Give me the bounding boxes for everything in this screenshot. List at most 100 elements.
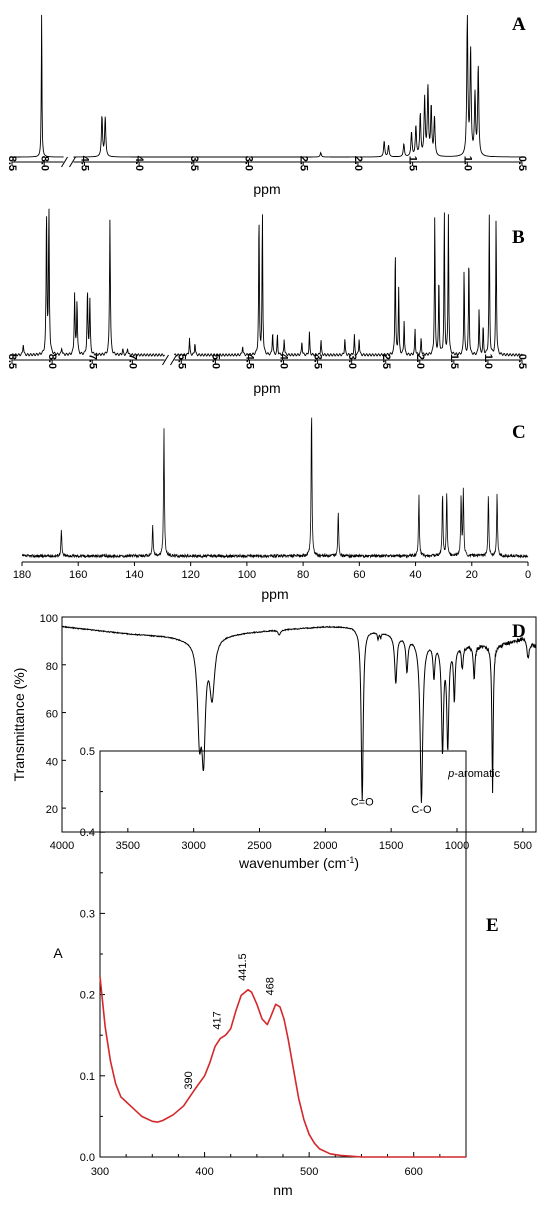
nmr-panel-C: C 180 160 140 120 100 80 60 40 20 0 ppm: [13, 417, 531, 602]
panel-label-A: A: [512, 14, 526, 35]
y-tick-label: 100: [40, 613, 58, 625]
x-tick-label: 60: [353, 569, 365, 581]
peak-annotation-D-1: C-O: [411, 804, 432, 816]
x-tick-label: 2500: [247, 840, 271, 852]
spectrum-trace-B-0: [11, 208, 165, 357]
panel-label-E: E: [486, 915, 499, 936]
x-tick-label: 500: [514, 840, 532, 852]
spectrum-trace-A-1: [73, 14, 522, 158]
axis-break-mark-B-0: [162, 354, 169, 366]
x-tick-label: 0.5: [516, 156, 528, 171]
x-tick-label: 5.0: [209, 354, 221, 369]
peak-annotation-D-2: p-aromatic: [447, 768, 500, 780]
x-axis-title: ppm: [253, 380, 280, 396]
x-tick-label: 4.5: [244, 354, 256, 369]
peak-annotation-E-1: 417: [211, 1011, 223, 1029]
y-tick-label: 0.1: [80, 1071, 95, 1083]
x-axis-title: nm: [273, 1182, 292, 1198]
x-tick-label: 4.0: [133, 156, 145, 171]
y-tick-label: 0.2: [80, 990, 95, 1002]
y-tick-label: 0.4: [80, 827, 95, 839]
x-axis-title: ppm: [253, 181, 280, 197]
x-axis-title: ppm: [261, 586, 288, 602]
peak-annotation-E-0: 390: [183, 1071, 195, 1089]
absorbance-line: [99, 976, 466, 1158]
y-tick-label: 80: [46, 661, 58, 673]
x-tick-label: 7.5: [86, 354, 98, 369]
peak-annotation-E-2: 441.5: [237, 953, 249, 981]
x-tick-label: 600: [405, 1166, 423, 1178]
plot-frame-D: [61, 616, 537, 833]
x-tick-label: 3000: [181, 840, 205, 852]
x-tick-label: 2.0: [352, 156, 364, 171]
axis-break-mark-A-0: [61, 156, 68, 168]
axis-break-mark-B-1: [170, 354, 177, 366]
uv-panel-E: E 300 400 500 600 0.0 0.1 0.2 0.3 0.4 0.5 nm A 390 417…: [53, 746, 498, 1198]
annotation-text: -aromatic: [454, 768, 500, 780]
peak-annotation-E-3: 468: [265, 977, 277, 995]
x-tick-label: 2.5: [380, 354, 392, 369]
nmr-panel-A: A 8.5 8.0 4.5 4.0 3.5 3.0 2.5 2.0 1.5 1.0 0.5 ppm: [6, 14, 528, 197]
x-tick-label: 300: [91, 1166, 109, 1178]
peak-annotation-D-0: C=O: [351, 797, 374, 809]
y-tick-label: 0.0: [80, 1152, 95, 1164]
x-tick-label: 2.5: [297, 156, 309, 171]
y-tick-label: 0.3: [80, 908, 95, 920]
nmr-panel-B: B 8.5 8.0 7.5 7.0 5.5 5.0 4.5 4.0 3.5 3.0 2.5 2.0 1.5…: [6, 208, 528, 396]
x-tick-label: 1.0: [461, 156, 473, 171]
annotation-text: C-O: [411, 804, 432, 816]
x-tick-label: 80: [297, 569, 309, 581]
y-tick-label: 0.5: [80, 746, 95, 758]
x-axis-title: wavenumber (cm-1): [238, 855, 359, 871]
x-tick-label: 180: [13, 569, 31, 581]
x-axis-title-sup: -1: [346, 855, 354, 865]
x-tick-label: 8.0: [46, 354, 58, 369]
x-tick-label: 5.5: [175, 354, 187, 369]
x-tick-label: 3500: [116, 840, 140, 852]
x-tick-label: 160: [69, 569, 87, 581]
x-tick-label: 40: [409, 569, 421, 581]
x-tick-label: 3.0: [346, 354, 358, 369]
x-tick-label: 1500: [379, 840, 403, 852]
panel-label-B: B: [512, 227, 525, 248]
x-tick-label: 1.0: [482, 354, 494, 369]
x-axis-title-tail: ): [354, 855, 359, 871]
x-tick-label: 400: [195, 1166, 213, 1178]
x-tick-label: 1000: [445, 840, 469, 852]
x-tick-label: 140: [125, 569, 143, 581]
x-tick-label: 2000: [313, 840, 337, 852]
x-tick-label: 8.5: [6, 156, 18, 171]
y-tick-label: 60: [46, 709, 58, 721]
x-tick-label: 3.5: [188, 156, 200, 171]
axis-break-mark-A-1: [69, 156, 76, 168]
x-tick-label: 4.0: [278, 354, 290, 369]
x-tick-label: 1.5: [407, 156, 419, 171]
panel-label-C: C: [512, 422, 526, 443]
x-tick-label: 8.0: [38, 156, 50, 171]
x-tick-label: 3.0: [243, 156, 255, 171]
y-tick-label: 40: [46, 756, 58, 768]
x-tick-label: 3.5: [312, 354, 324, 369]
x-tick-label: 8.5: [6, 354, 18, 369]
y-axis-title: Transmittance (%): [11, 668, 27, 782]
x-tick-label: 4.5: [79, 156, 91, 171]
x-tick-label: 7.0: [126, 354, 138, 369]
annotation-text: C=O: [351, 797, 374, 809]
y-tick-label: 20: [46, 804, 58, 816]
annotation-italic: p: [447, 768, 454, 780]
x-tick-label: 100: [238, 569, 256, 581]
x-tick-label: 0.5: [516, 354, 528, 369]
ir-spectrum-line: [61, 625, 537, 803]
x-tick-label: 1.5: [448, 354, 460, 369]
x-axis-title-main: wavenumber (cm: [238, 855, 346, 871]
y-axis-title: A: [53, 945, 63, 961]
x-tick-label: 4000: [50, 840, 74, 852]
x-tick-label: 2.0: [414, 354, 426, 369]
spectrum-trace-A-0: [12, 14, 64, 158]
spectrum-trace-C-0: [21, 417, 529, 559]
x-tick-label: 20: [466, 569, 478, 581]
x-tick-label: 120: [181, 569, 199, 581]
x-tick-label: 0: [525, 569, 531, 581]
x-tick-label: 500: [300, 1166, 318, 1178]
